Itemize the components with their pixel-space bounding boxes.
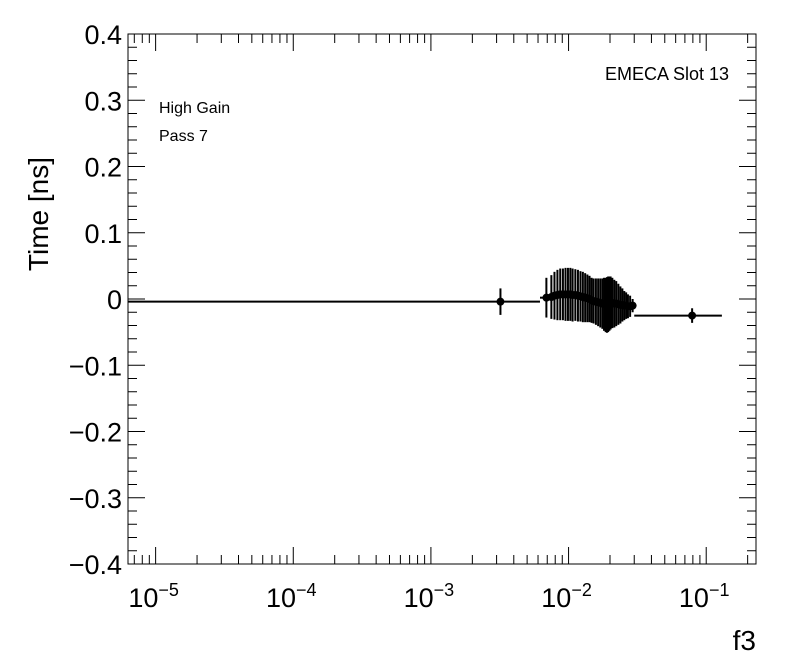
x-tick-label: 10−5 [128, 580, 179, 613]
annotation-pass: Pass 7 [159, 128, 208, 145]
y-tick-label: 0.4 [84, 20, 122, 50]
x-tick-label-base: 10 [128, 583, 158, 613]
x-tick-label-exponent: −5 [158, 580, 179, 600]
y-tick-label: −0.2 [69, 418, 122, 448]
y-tick-label: −0.1 [69, 351, 122, 381]
y-tick-label: 0.2 [84, 153, 122, 183]
data-point [128, 288, 540, 315]
x-tick-label-base: 10 [404, 583, 434, 613]
data-points [128, 267, 722, 333]
x-tick-label-exponent: −4 [296, 580, 317, 600]
point-marker [496, 297, 505, 306]
x-tick-labels: 10−5 10−4 10−3 10−2 10−1 [128, 580, 729, 613]
x-axis-title: f3 [733, 625, 756, 656]
point-marker [688, 311, 697, 320]
y-tick-label: −0.3 [69, 484, 122, 514]
annotation-gain: High Gain [159, 100, 230, 117]
x-tick-label-base: 10 [266, 583, 296, 613]
x-tick-label: 10−3 [404, 580, 455, 613]
x-tick-label: 10−1 [679, 580, 730, 613]
y-tick-label: 0.1 [84, 219, 122, 249]
x-tick-label: 10−4 [266, 580, 317, 613]
data-point [628, 299, 637, 313]
axis-ticks [128, 33, 756, 565]
x-tick-label-base: 10 [679, 583, 709, 613]
point-marker [628, 301, 637, 310]
y-tick-labels: 0.4 0.3 0.2 0.1 0 −0.1 −0.2 −0.3 −0.4 [69, 20, 122, 580]
x-tick-label-exponent: −2 [571, 580, 592, 600]
data-point [634, 308, 722, 323]
y-tick-label: 0.3 [84, 86, 122, 116]
y-tick-label: −0.4 [69, 550, 122, 580]
x-tick-label-exponent: −3 [434, 580, 455, 600]
annotation-slot: EMECA Slot 13 [605, 64, 729, 84]
x-tick-label-exponent: −1 [709, 580, 730, 600]
y-axis-title: Time [ns] [23, 157, 54, 271]
x-tick-label-base: 10 [541, 583, 571, 613]
y-tick-label: 0 [107, 285, 122, 315]
x-tick-label: 10−2 [541, 580, 592, 613]
